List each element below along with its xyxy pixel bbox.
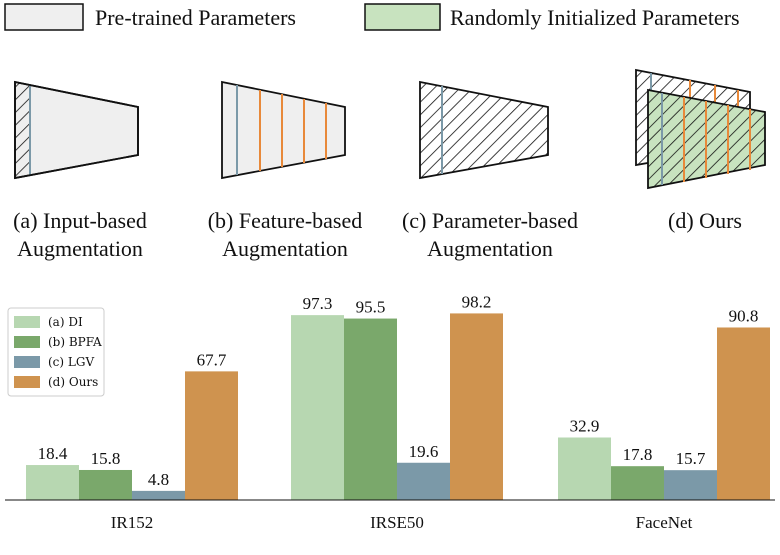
diagram-d xyxy=(635,68,766,190)
bar xyxy=(132,490,185,500)
bar xyxy=(611,466,664,500)
value-label: 95.5 xyxy=(356,298,386,317)
legend-label: Pre-trained Parameters xyxy=(95,5,296,30)
caption: (c) Parameter-based xyxy=(402,208,578,233)
legend-label: Randomly Initialized Parameters xyxy=(450,5,740,30)
value-label: 19.6 xyxy=(409,442,439,461)
bar xyxy=(397,462,450,500)
x-tick-label: IRSE50 xyxy=(370,513,424,532)
bar xyxy=(185,371,238,500)
diagram-b xyxy=(221,80,346,180)
value-label: 67.7 xyxy=(197,350,227,369)
legend-label: (a) DI xyxy=(48,315,83,329)
value-label: 15.7 xyxy=(676,449,706,468)
value-label: 17.8 xyxy=(623,445,653,464)
legend-label: (d) Ours xyxy=(48,375,98,389)
legend-swatch xyxy=(14,316,40,328)
caption: Augmentation xyxy=(427,236,553,261)
value-label: 32.9 xyxy=(570,416,600,435)
diagram-a xyxy=(14,80,139,180)
value-label: 15.8 xyxy=(91,449,121,468)
legend-swatch xyxy=(4,3,84,31)
value-label: 98.2 xyxy=(462,292,492,311)
bar xyxy=(79,469,132,500)
bar xyxy=(558,437,611,500)
bar xyxy=(664,470,717,500)
value-label: 90.8 xyxy=(729,306,759,325)
caption: (d) Ours xyxy=(668,208,742,233)
value-label: 97.3 xyxy=(303,294,333,313)
diagram-c xyxy=(419,80,549,180)
legend-box xyxy=(7,307,105,397)
bar xyxy=(717,327,770,500)
legend-swatch xyxy=(14,336,40,348)
bar xyxy=(344,318,397,500)
legend-label: (c) LGV xyxy=(48,355,94,369)
bar xyxy=(291,315,344,500)
x-tick-label: FaceNet xyxy=(636,513,693,532)
legend-swatch xyxy=(14,356,40,368)
caption: (b) Feature-based xyxy=(208,208,363,233)
legend-swatch xyxy=(14,376,40,388)
bar xyxy=(26,465,79,500)
caption: Augmentation xyxy=(17,236,143,261)
x-tick-label: IR152 xyxy=(111,513,154,532)
bar xyxy=(450,313,503,500)
value-label: 4.8 xyxy=(148,470,169,489)
caption: (a) Input-based xyxy=(13,208,147,233)
value-label: 18.4 xyxy=(38,444,68,463)
legend-swatch xyxy=(364,3,441,31)
legend-label: (b) BPFA xyxy=(48,335,102,349)
caption: Augmentation xyxy=(222,236,348,261)
